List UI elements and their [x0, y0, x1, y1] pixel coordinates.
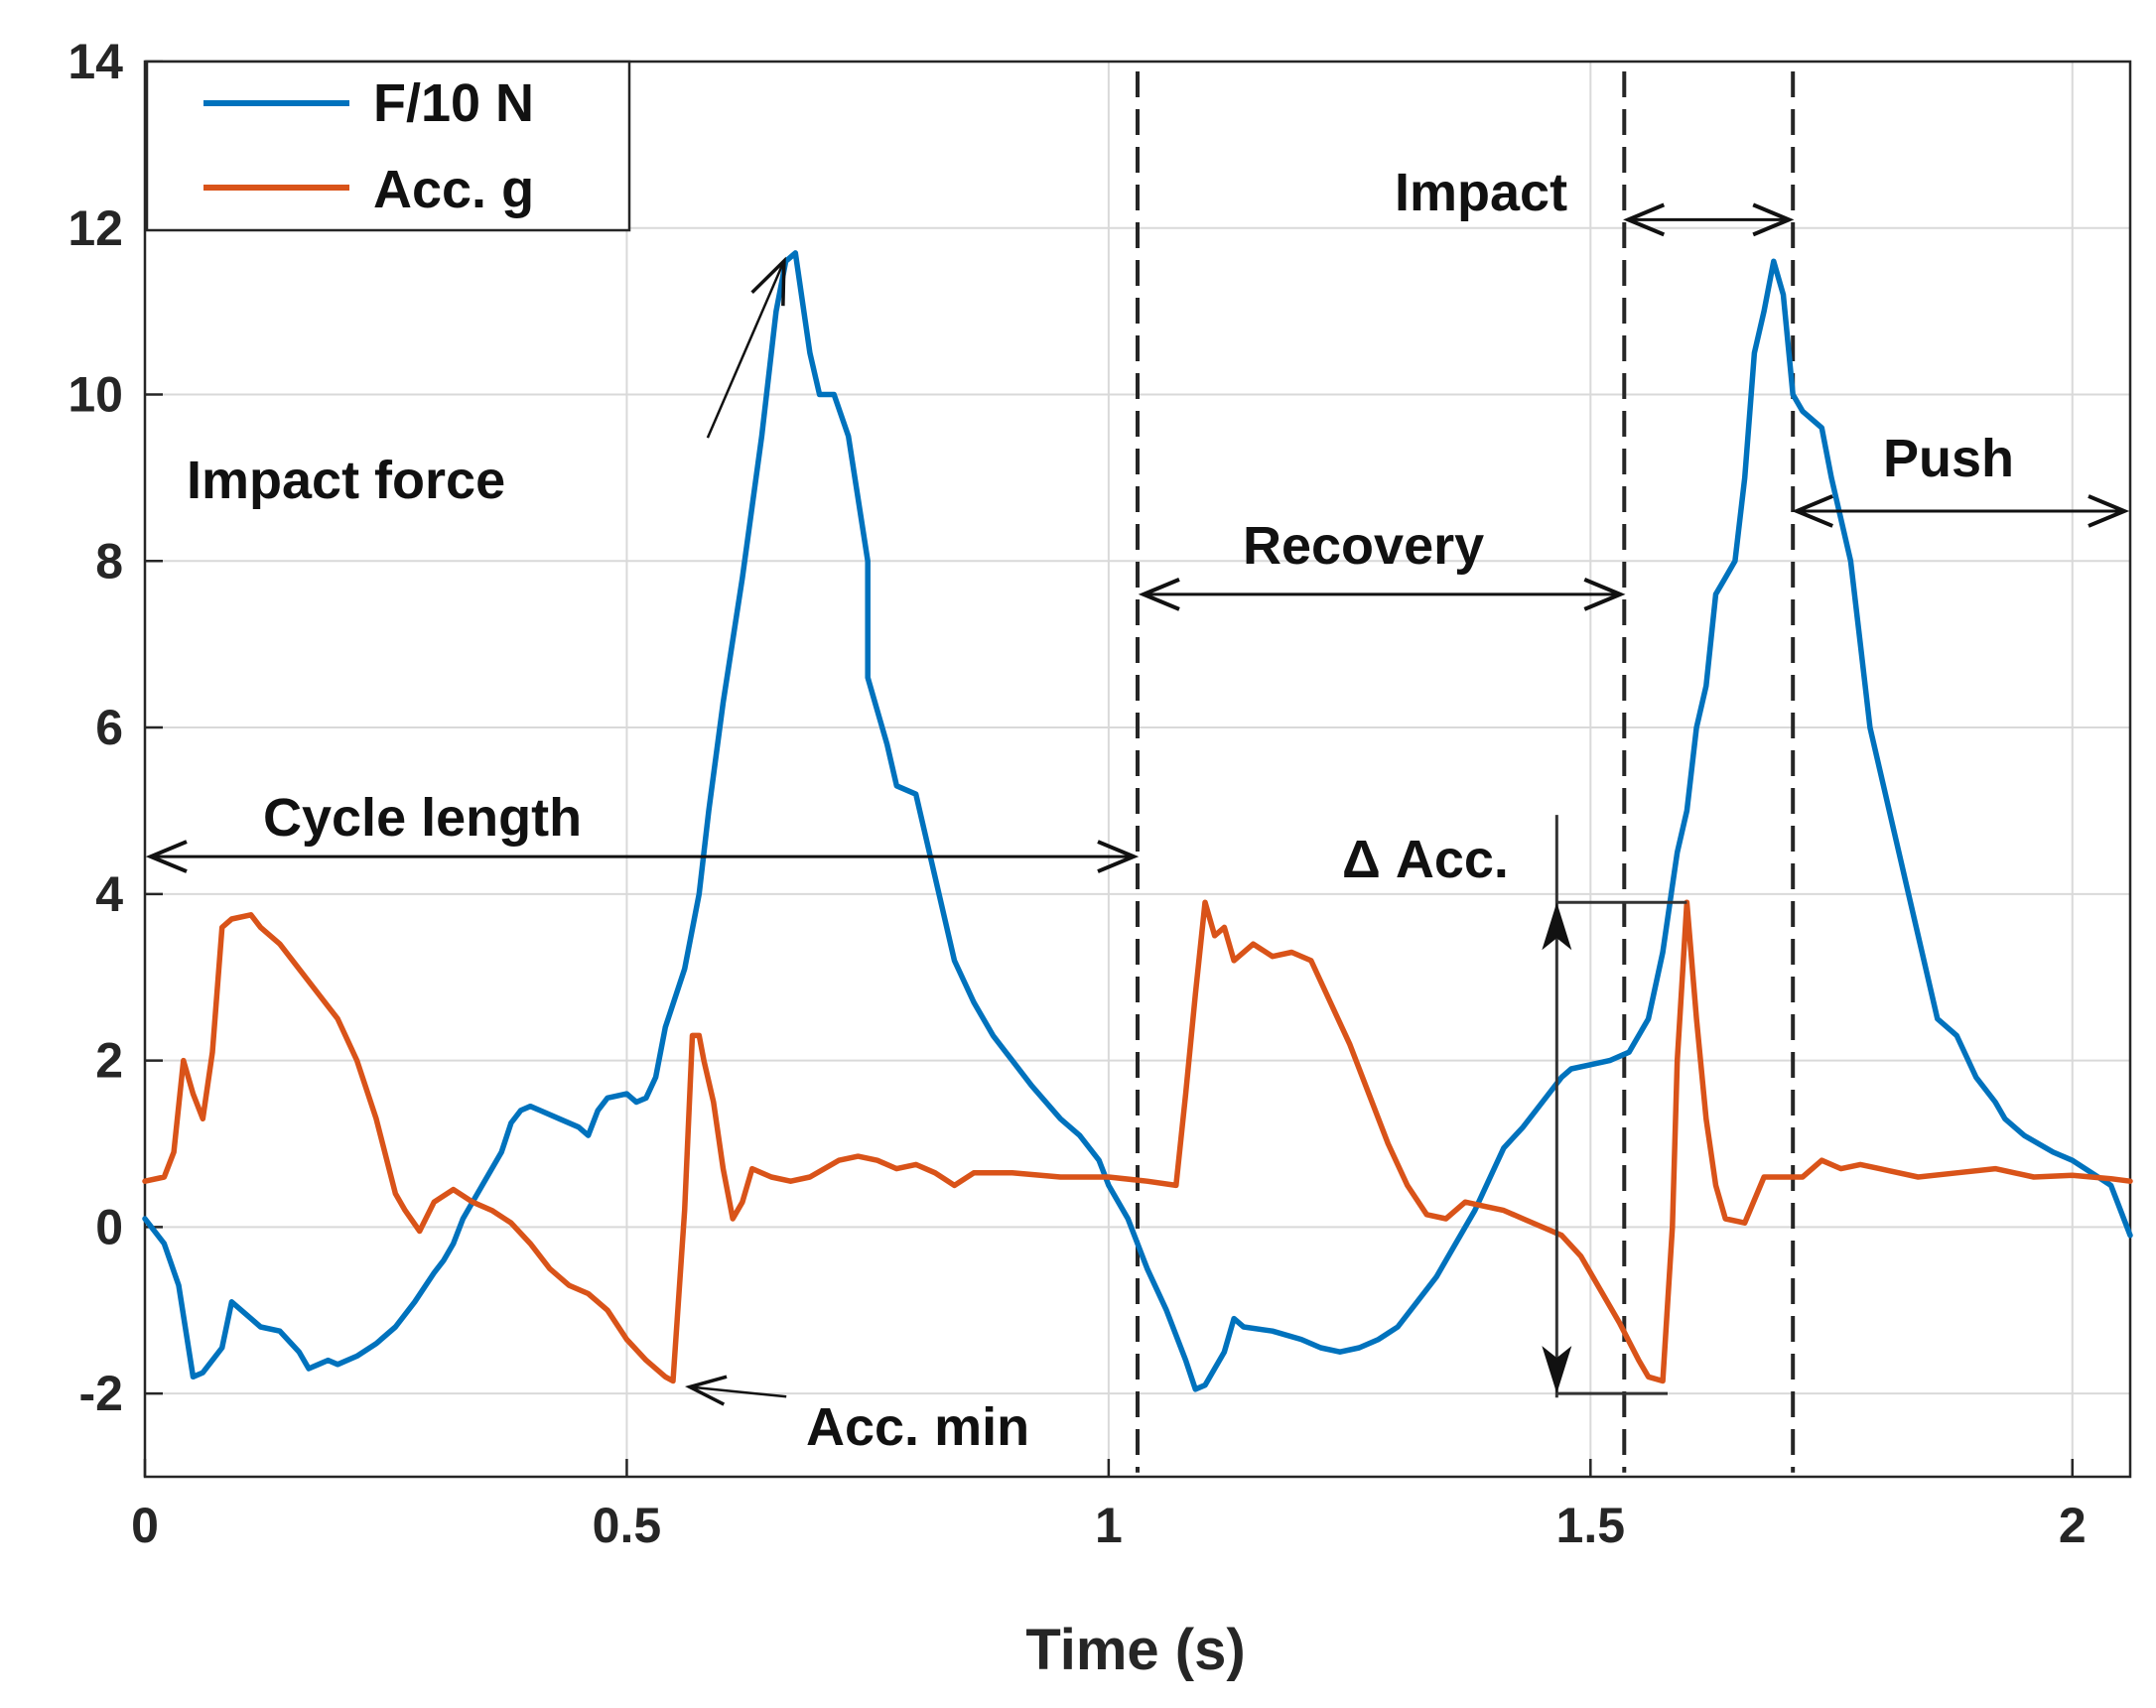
annotation-cycle-length: Cycle length	[263, 788, 582, 848]
annotations: Impact force Acc. min Cycle length Recov…	[145, 163, 2130, 1457]
impact-force-arrow-shaft	[706, 260, 786, 439]
y-tick-label-0: -2	[79, 1366, 123, 1421]
legend: F/10 N Acc. g	[145, 60, 631, 232]
x-tick-label-2: 1	[1095, 1498, 1123, 1553]
tick-labels: -2 0 2 4 6 8 10 12 14 0 0.5 1 1.5 2	[67, 34, 2086, 1553]
x-tick-label-0: 0	[131, 1498, 159, 1553]
series-line-1	[142, 899, 2133, 1384]
acc-min-arrow-shaft	[689, 1385, 787, 1398]
y-tick-label-7: 12	[67, 200, 123, 256]
plot-frame	[143, 60, 2132, 1479]
y-tick-label-3: 4	[95, 866, 123, 922]
annotation-acc-min: Acc. min	[806, 1397, 1029, 1457]
annotation-push: Push	[1883, 429, 2014, 488]
push-arrow-head-end	[2088, 494, 2130, 528]
x-tick-label-4: 2	[2059, 1498, 2087, 1553]
phase-dividers	[1136, 71, 1796, 1473]
cycle-length-arrow-head-end	[1097, 840, 1140, 873]
y-tick-label-8: 14	[67, 34, 123, 89]
annotation-impact: Impact	[1395, 163, 1567, 222]
x-axis-label: Time (s)	[1025, 1618, 1245, 1682]
annotation-delta-acc: Δ Acc.	[1342, 830, 1509, 889]
recovery-arrow-head-start	[1138, 578, 1180, 611]
y-tick-label-1: 0	[95, 1199, 123, 1254]
impact-arrow-head-start	[1623, 202, 1666, 237]
y-tick-label-4: 6	[95, 700, 123, 755]
x-tick-label-1: 0.5	[593, 1498, 662, 1553]
acc-min-arrow-head	[685, 1375, 728, 1406]
annotation-impact-force: Impact force	[187, 451, 505, 510]
recovery-arrow-head-end	[1583, 578, 1626, 611]
series-line-0	[142, 250, 2133, 1392]
legend-box	[145, 60, 631, 232]
impact-force-arrow-head	[750, 256, 786, 307]
impact-arrow-head-end	[1752, 202, 1795, 237]
y-tick-label-5: 8	[95, 533, 123, 589]
y-tick-label-2: 2	[95, 1033, 123, 1089]
push-arrow-head-start	[1791, 494, 1833, 528]
legend-label-force: F/10 N	[373, 73, 534, 133]
series	[142, 250, 2133, 1392]
cycle-length-arrow-head-start	[145, 840, 188, 873]
delta-acc-arrow-up	[1542, 902, 1572, 951]
x-tick-label-3: 1.5	[1556, 1498, 1626, 1553]
y-tick-label-6: 10	[67, 367, 123, 423]
annotation-recovery: Recovery	[1243, 516, 1484, 576]
legend-label-acc: Acc. g	[373, 160, 534, 219]
delta-acc-arrow-down	[1542, 1346, 1572, 1394]
